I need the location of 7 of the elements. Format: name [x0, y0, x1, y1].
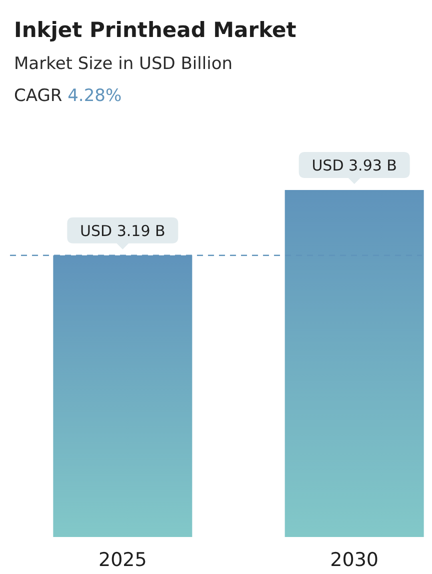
data-label: USD 3.93 B — [312, 156, 397, 174]
chart-subtitle: Market Size in USD Billion — [14, 54, 233, 74]
x-tick-label: 2030 — [330, 549, 379, 571]
chart-title: Inkjet Printhead Market — [14, 18, 296, 42]
text: CAGR 4.28% — [14, 86, 122, 106]
x-tick-label: 2025 — [98, 549, 147, 571]
data-label: USD 3.19 B — [80, 222, 166, 240]
